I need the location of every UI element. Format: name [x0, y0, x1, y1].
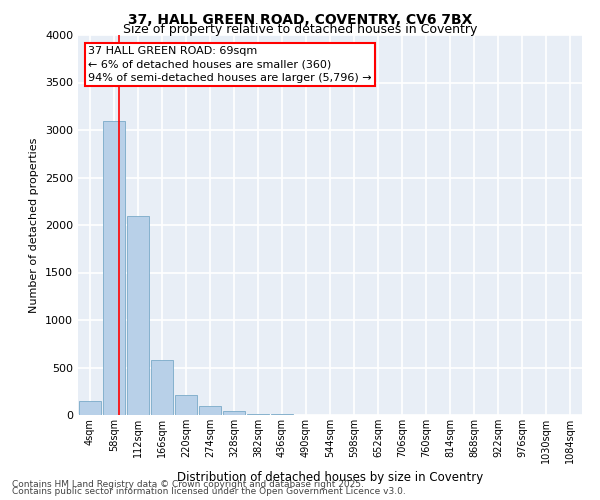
Text: 37, HALL GREEN ROAD, COVENTRY, CV6 7BX: 37, HALL GREEN ROAD, COVENTRY, CV6 7BX [128, 12, 472, 26]
Text: 37 HALL GREEN ROAD: 69sqm
← 6% of detached houses are smaller (360)
94% of semi-: 37 HALL GREEN ROAD: 69sqm ← 6% of detach… [88, 46, 372, 83]
Bar [199, 406, 221, 415]
Bar [79, 401, 101, 415]
Bar [103, 120, 125, 415]
Bar [271, 414, 293, 415]
Text: Size of property relative to detached houses in Coventry: Size of property relative to detached ho… [123, 22, 477, 36]
Bar [247, 414, 269, 415]
Bar [127, 216, 149, 415]
Text: Contains public sector information licensed under the Open Government Licence v3: Contains public sector information licen… [12, 487, 406, 496]
Bar [223, 411, 245, 415]
Y-axis label: Number of detached properties: Number of detached properties [29, 138, 40, 312]
Bar [151, 360, 173, 415]
X-axis label: Distribution of detached houses by size in Coventry: Distribution of detached houses by size … [177, 472, 483, 484]
Bar [175, 395, 197, 415]
Text: Contains HM Land Registry data © Crown copyright and database right 2025.: Contains HM Land Registry data © Crown c… [12, 480, 364, 489]
